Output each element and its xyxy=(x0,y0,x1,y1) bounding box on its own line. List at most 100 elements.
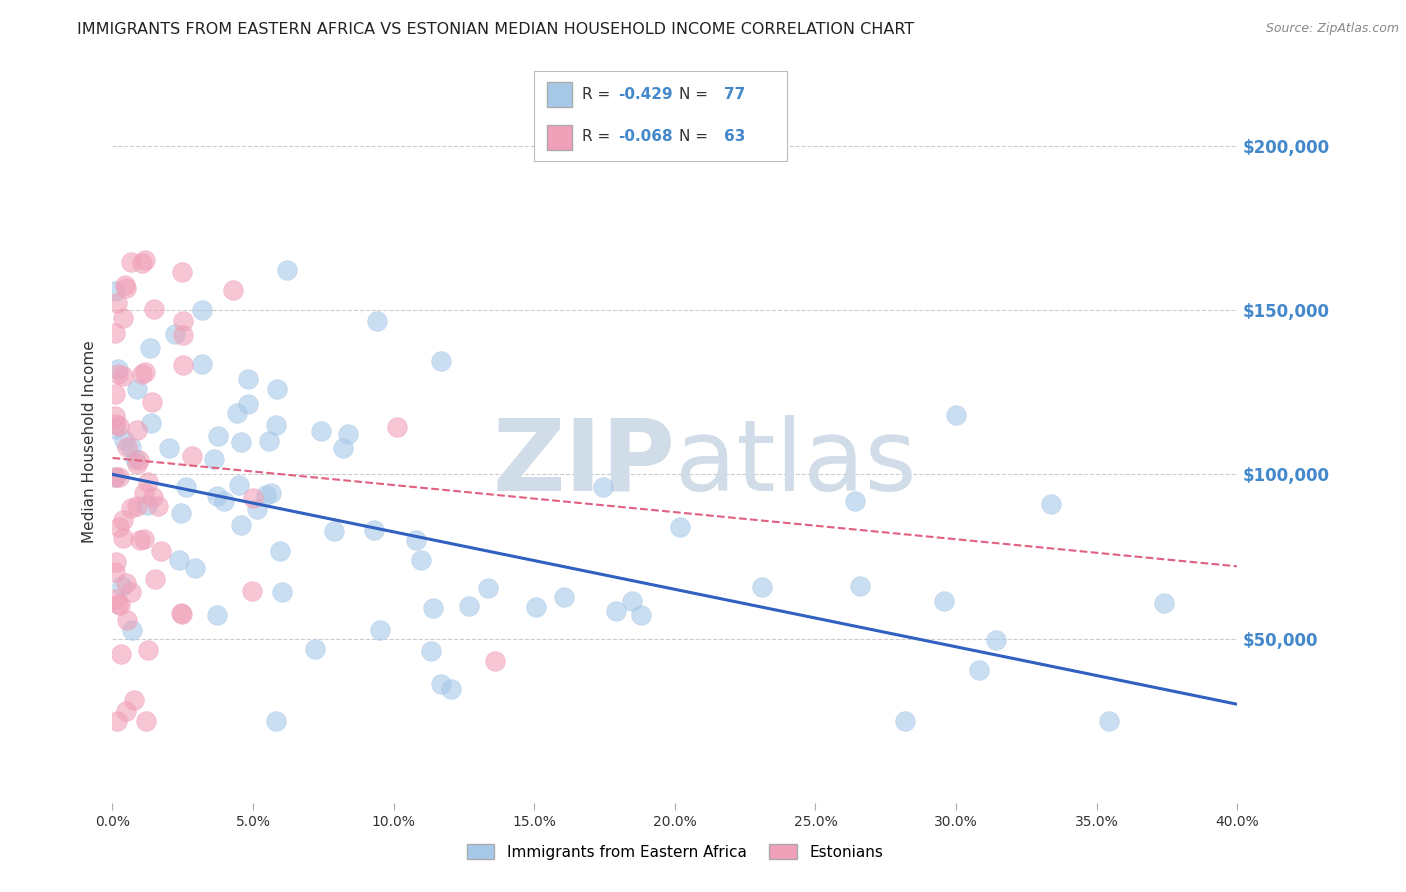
Immigrants from Eastern Africa xyxy=(125,382,148,396)
Text: 63: 63 xyxy=(724,129,745,145)
Estonians xyxy=(112,532,135,546)
Estonians xyxy=(222,284,245,298)
Estonians xyxy=(146,499,169,513)
Estonians xyxy=(125,499,148,513)
Immigrants from Eastern Africa xyxy=(422,601,444,615)
Immigrants from Eastern Africa xyxy=(945,409,967,423)
Immigrants from Eastern Africa xyxy=(669,520,692,534)
Estonians xyxy=(104,386,127,401)
Immigrants from Eastern Africa xyxy=(163,327,186,342)
Immigrants from Eastern Africa xyxy=(141,417,163,431)
Immigrants from Eastern Africa xyxy=(264,714,287,728)
Estonians xyxy=(131,368,153,382)
Immigrants from Eastern Africa xyxy=(202,452,225,467)
Immigrants from Eastern Africa xyxy=(238,372,260,386)
Estonians xyxy=(142,301,165,316)
Immigrants from Eastern Africa xyxy=(621,594,644,608)
Estonians xyxy=(105,555,128,569)
Immigrants from Eastern Africa xyxy=(225,406,247,420)
Estonians xyxy=(125,423,148,437)
Estonians xyxy=(114,277,136,292)
Immigrants from Eastern Africa xyxy=(205,607,228,622)
Estonians xyxy=(115,575,138,590)
Immigrants from Eastern Africa xyxy=(967,663,990,677)
Immigrants from Eastern Africa xyxy=(229,434,252,449)
Immigrants from Eastern Africa xyxy=(269,543,291,558)
Immigrants from Eastern Africa xyxy=(986,633,1008,648)
Immigrants from Eastern Africa xyxy=(104,422,127,436)
Estonians xyxy=(172,607,194,621)
Immigrants from Eastern Africa xyxy=(630,607,652,622)
Estonians xyxy=(120,585,142,599)
Text: 77: 77 xyxy=(724,87,745,102)
Y-axis label: Median Household Income: Median Household Income xyxy=(82,340,97,543)
Immigrants from Eastern Africa xyxy=(266,382,288,396)
Estonians xyxy=(104,592,127,607)
Estonians xyxy=(115,440,138,454)
Estonians xyxy=(104,565,127,579)
Estonians xyxy=(107,597,129,611)
Immigrants from Eastern Africa xyxy=(419,644,441,658)
Immigrants from Eastern Africa xyxy=(124,451,146,466)
Text: -0.429: -0.429 xyxy=(617,87,672,102)
Estonians xyxy=(108,519,131,533)
Estonians xyxy=(120,255,142,269)
Estonians xyxy=(112,368,135,383)
Estonians xyxy=(170,606,193,620)
Immigrants from Eastern Africa xyxy=(592,479,614,493)
Estonians xyxy=(129,533,152,548)
Text: atlas: atlas xyxy=(675,415,917,512)
Immigrants from Eastern Africa xyxy=(212,494,235,508)
Estonians xyxy=(104,326,127,340)
Estonians xyxy=(172,358,194,372)
Text: N =: N = xyxy=(679,129,713,145)
Immigrants from Eastern Africa xyxy=(844,493,866,508)
Estonians xyxy=(110,647,132,661)
Immigrants from Eastern Africa xyxy=(184,561,207,575)
Estonians xyxy=(108,598,131,612)
Estonians xyxy=(142,490,165,504)
Immigrants from Eastern Africa xyxy=(605,604,627,618)
Immigrants from Eastern Africa xyxy=(104,469,127,483)
Immigrants from Eastern Africa xyxy=(440,682,463,697)
Immigrants from Eastern Africa xyxy=(167,553,190,567)
Immigrants from Eastern Africa xyxy=(276,262,298,277)
Immigrants from Eastern Africa xyxy=(111,579,134,593)
Immigrants from Eastern Africa xyxy=(207,429,229,443)
Immigrants from Eastern Africa xyxy=(159,441,181,455)
Estonians xyxy=(150,544,173,558)
Text: R =: R = xyxy=(582,87,616,102)
Bar xyxy=(547,125,572,150)
Estonians xyxy=(108,418,131,433)
Immigrants from Eastern Africa xyxy=(336,427,359,442)
Immigrants from Eastern Africa xyxy=(121,624,143,638)
Estonians xyxy=(128,453,150,467)
Immigrants from Eastern Africa xyxy=(246,501,269,516)
Estonians xyxy=(134,533,156,547)
Immigrants from Eastern Africa xyxy=(405,533,427,548)
Immigrants from Eastern Africa xyxy=(332,441,354,455)
Immigrants from Eastern Africa xyxy=(257,434,280,449)
Estonians xyxy=(172,327,194,342)
Estonians xyxy=(240,584,263,599)
Immigrants from Eastern Africa xyxy=(104,284,127,298)
Estonians xyxy=(115,704,138,718)
Estonians xyxy=(172,265,194,279)
Estonians xyxy=(111,513,134,527)
Immigrants from Eastern Africa xyxy=(1040,497,1063,511)
Estonians xyxy=(180,450,202,464)
Estonians xyxy=(105,295,128,310)
Text: -0.068: -0.068 xyxy=(617,129,672,145)
Estonians xyxy=(141,395,163,409)
Text: ZIP: ZIP xyxy=(492,415,675,512)
Immigrants from Eastern Africa xyxy=(112,433,135,447)
Immigrants from Eastern Africa xyxy=(136,499,159,513)
Immigrants from Eastern Africa xyxy=(430,354,453,368)
Estonians xyxy=(124,693,146,707)
Estonians xyxy=(385,419,408,434)
Immigrants from Eastern Africa xyxy=(430,677,453,691)
Immigrants from Eastern Africa xyxy=(477,582,499,596)
Estonians xyxy=(131,255,153,269)
Immigrants from Eastern Africa xyxy=(309,425,332,439)
Estonians xyxy=(136,643,159,657)
